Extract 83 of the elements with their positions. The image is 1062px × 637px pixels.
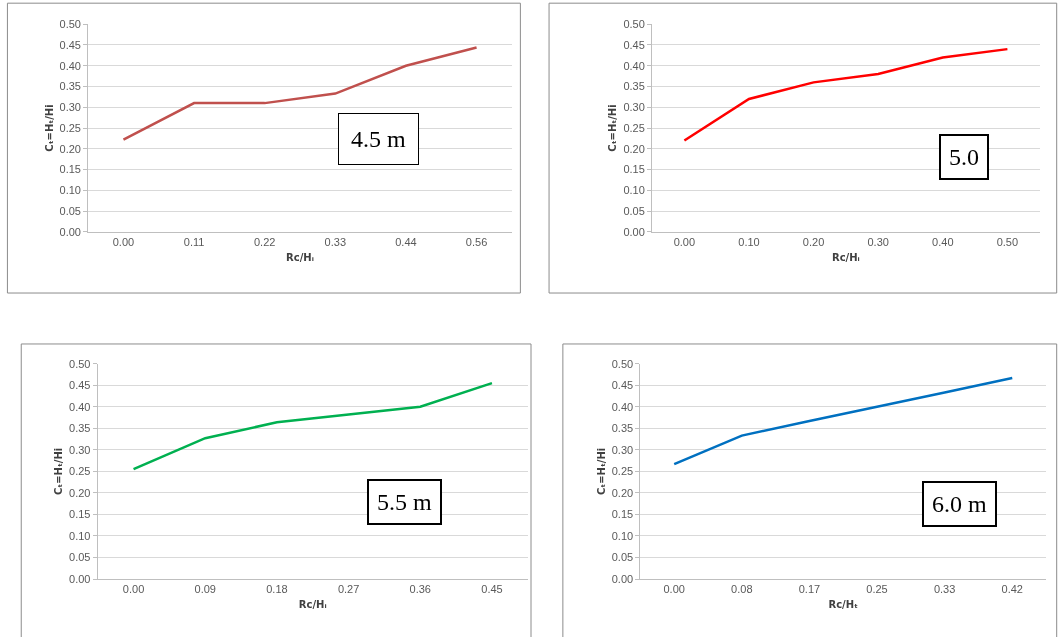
y-tick-label: 0.00 — [611, 572, 634, 585]
x-tick-label: 0.56 — [465, 236, 488, 249]
annotation: 5.0 — [949, 144, 979, 170]
y-tick-label: 0.35 — [59, 80, 81, 93]
x-tick-label: 0.18 — [266, 583, 288, 596]
y-tick-label: 0.35 — [623, 80, 645, 93]
x-tick-label: 0.45 — [481, 583, 503, 596]
y-tick-label: 0.10 — [623, 184, 645, 197]
x-tick-label: 0.00 — [673, 236, 696, 249]
y-tick-label: 0.10 — [69, 529, 91, 542]
annotation: 6.0 m — [932, 491, 987, 517]
x-tick-label: 0.27 — [337, 583, 360, 596]
y-tick-label: 0.50 — [59, 18, 81, 31]
y-tick-label: 0.00 — [623, 225, 645, 238]
y-axis-title: Cₜ=Hₜ/Hi — [607, 104, 619, 152]
y-tick-label: 0.45 — [69, 379, 91, 392]
y-tick-label: 0.00 — [59, 225, 81, 238]
y-tick-label: 0.20 — [59, 142, 81, 155]
x-tick-label: 0.08 — [731, 583, 753, 596]
y-tick-label: 0.50 — [69, 357, 91, 370]
y-tick-label: 0.25 — [59, 121, 81, 134]
x-axis-title: Rc/Hᵢ — [298, 598, 327, 610]
y-tick-label: 0.20 — [623, 142, 645, 155]
y-tick-label: 0.05 — [69, 551, 91, 564]
annotation: 4.5 m — [351, 126, 406, 152]
x-axis-title: Rc/Hₜ — [828, 598, 859, 610]
x-tick-label: 0.44 — [395, 236, 417, 249]
x-tick-label: 0.30 — [867, 236, 889, 249]
x-tick-label: 0.09 — [194, 583, 216, 596]
x-tick-label: 0.36 — [409, 583, 431, 596]
y-tick-label: 0.10 — [611, 529, 634, 542]
x-tick-label: 0.20 — [802, 236, 825, 249]
x-tick-label: 0.42 — [1001, 583, 1023, 596]
y-tick-label: 0.35 — [611, 422, 634, 435]
x-tick-label: 0.11 — [183, 236, 205, 249]
line-series — [132, 381, 494, 471]
y-tick-label: 0.20 — [69, 486, 91, 499]
y-tick-label: 0.30 — [69, 443, 91, 456]
y-tick-label: 0.15 — [69, 508, 91, 521]
y-tick-label: 0.40 — [611, 400, 634, 413]
x-tick-label: 0.33 — [933, 583, 956, 596]
y-tick-label: 0.25 — [623, 121, 645, 134]
x-tick-label: 0.22 — [254, 236, 276, 249]
annotation: 5.5 m — [377, 489, 432, 515]
y-tick-label: 0.30 — [59, 101, 81, 114]
x-tick-label: 0.00 — [122, 583, 145, 596]
y-tick-label: 0.20 — [611, 486, 634, 499]
x-tick-label: 0.40 — [932, 236, 954, 249]
x-axis-title: Rc/Hᵢ — [286, 251, 314, 263]
line-series — [683, 47, 1009, 142]
y-tick-label: 0.50 — [611, 357, 634, 370]
y-tick-label: 0.05 — [59, 204, 81, 217]
line-series — [672, 376, 1014, 466]
x-tick-label: 0.10 — [738, 236, 760, 249]
x-tick-label: 0.50 — [996, 236, 1019, 249]
y-tick-label: 0.25 — [611, 465, 634, 478]
x-tick-label: 0.00 — [112, 236, 135, 249]
y-tick-label: 0.30 — [611, 443, 634, 456]
y-tick-label: 0.35 — [69, 422, 91, 435]
x-tick-label: 0.25 — [866, 583, 888, 596]
y-tick-label: 0.45 — [59, 38, 81, 51]
y-tick-label: 0.05 — [611, 551, 634, 564]
y-tick-label: 0.50 — [623, 18, 645, 31]
x-axis-title: Rc/Hᵢ — [831, 251, 860, 263]
y-tick-label: 0.10 — [59, 184, 81, 197]
x-tick-label: 0.17 — [798, 583, 821, 596]
y-tick-label: 0.40 — [59, 59, 81, 72]
y-tick-label: 0.00 — [69, 572, 91, 585]
y-axis-title: Cₜ=Hₜ/Hi — [53, 447, 65, 496]
y-axis-title: Cₜ=Hₜ/Hi — [595, 447, 607, 496]
y-tick-label: 0.15 — [59, 163, 81, 176]
y-tick-label: 0.45 — [623, 38, 645, 51]
x-tick-label: 0.00 — [663, 583, 685, 596]
y-tick-label: 0.40 — [69, 400, 91, 413]
y-tick-label: 0.15 — [611, 508, 634, 521]
y-tick-label: 0.45 — [611, 379, 634, 392]
y-tick-label: 0.05 — [623, 204, 645, 217]
y-tick-label: 0.40 — [623, 59, 645, 72]
y-tick-label: 0.25 — [69, 465, 91, 478]
y-tick-label: 0.15 — [623, 163, 645, 176]
y-axis-title: Cₜ=Hₜ/Hi — [43, 104, 55, 152]
x-tick-label: 0.33 — [324, 236, 347, 249]
y-tick-label: 0.30 — [623, 101, 645, 114]
